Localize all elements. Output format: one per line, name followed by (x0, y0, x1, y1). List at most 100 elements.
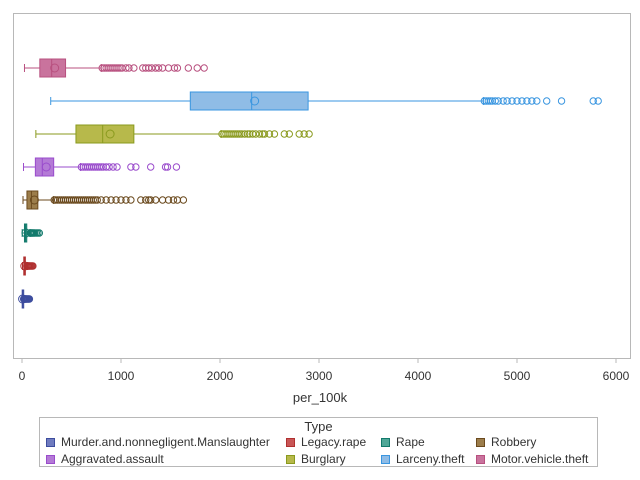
legend-label: Larceny.theft (396, 452, 465, 466)
legend-swatch (46, 437, 55, 447)
outlier-point (594, 97, 602, 105)
legend-label: Rape (396, 435, 425, 449)
outlier-point (35, 229, 44, 237)
outlier-point (109, 163, 117, 171)
legend-swatch (286, 437, 295, 447)
iqr-box (26, 190, 39, 210)
box-larceny-theft (50, 91, 602, 111)
legend-item-aggravated-assault: Aggravated.assault (46, 452, 164, 466)
outlier-point (161, 163, 170, 171)
outlier-point (97, 196, 105, 204)
outlier-point (107, 196, 115, 204)
iqr-box (39, 58, 67, 78)
legend-label: Motor.vehicle.theft (491, 452, 589, 466)
outlier-point (25, 295, 34, 303)
legend-swatch (381, 454, 390, 464)
outlier-point (147, 64, 156, 72)
x-tick-label: 5000 (504, 369, 531, 383)
outlier-point (172, 163, 181, 171)
outlier-point (236, 130, 244, 138)
outlier-point (265, 130, 274, 138)
box-burglary (35, 124, 313, 144)
outlier-point (513, 97, 521, 105)
outlier-point (102, 163, 110, 171)
outlier-point (142, 196, 150, 204)
x-axis-title: per_100k (293, 390, 348, 405)
outlier-point (255, 130, 264, 138)
legend-label: Burglary (301, 452, 346, 466)
legend-label: Legacy.rape (301, 435, 367, 449)
outlier-point (295, 130, 303, 138)
legend-item-motor-vehicle-theft: Motor.vehicle.theft (476, 452, 588, 466)
outlier-point (151, 196, 160, 204)
outlier-point (557, 97, 566, 105)
outlier-point (305, 130, 313, 138)
outlier-point (118, 64, 126, 72)
legend-item-rape: Rape (381, 435, 425, 449)
outlier-point (533, 97, 541, 105)
legend-swatch (381, 437, 390, 447)
legend-title: Type (304, 419, 333, 434)
box-robbery (22, 190, 188, 210)
outlier-point (543, 97, 551, 105)
mean-marker (105, 129, 115, 139)
outlier-point (169, 196, 178, 204)
outlier-point (234, 130, 242, 138)
outlier-point (270, 130, 279, 138)
outlier-point (200, 64, 208, 72)
outlier-point (260, 130, 269, 138)
legend-item-murder-and-nonnegligent-manslaughter: Murder.and.nonnegligent.Manslaughter (46, 435, 270, 449)
box-legacy-rape (20, 256, 37, 276)
outlier-point (300, 130, 308, 138)
outlier-point (241, 130, 249, 138)
outlier-point (164, 196, 173, 204)
box-murder-and-nonnegligent-manslaughter (18, 289, 34, 309)
x-tick-label: 3000 (306, 369, 333, 383)
outlier-point (184, 64, 193, 72)
legend-item-larceny-theft: Larceny.theft (381, 452, 464, 466)
box-aggravated-assault (22, 157, 181, 177)
mean-marker (50, 63, 60, 73)
outlier-point (280, 130, 289, 138)
boxes-layer (18, 58, 602, 309)
x-tick-label: 0 (19, 369, 26, 383)
outlier-point (145, 64, 153, 72)
legend-swatch (286, 454, 295, 464)
x-tick-label: 6000 (603, 369, 630, 383)
outlier-point (114, 64, 122, 72)
outlier-point (151, 64, 160, 72)
outlier-point (132, 163, 140, 171)
outlier-point (173, 196, 182, 204)
legend: Type Murder.and.nonnegligent.Manslaughte… (39, 417, 598, 467)
outlier-point (193, 64, 201, 72)
outlier-point (147, 163, 155, 171)
outlier-point (95, 163, 103, 171)
outlier-point (486, 97, 494, 105)
outlier-point (589, 97, 597, 105)
outlier-point (122, 196, 130, 204)
outlier-point (89, 196, 97, 204)
legend-swatch (476, 454, 485, 464)
outlier-point (503, 97, 511, 105)
outlier-point (491, 97, 499, 105)
legend-item-robbery: Robbery (476, 435, 536, 449)
legend-label: Murder.and.nonnegligent.Manslaughter (61, 435, 270, 449)
outlier-point (137, 196, 145, 204)
outlier-point (163, 163, 172, 171)
box-motor-vehicle-theft (23, 58, 208, 78)
mean-marker (41, 162, 51, 172)
x-tick-label: 2000 (207, 369, 234, 383)
outlier-point (248, 130, 257, 138)
outlier-point (127, 196, 135, 204)
outlier-point (499, 97, 507, 105)
outlier-point (122, 64, 130, 72)
iqr-box (75, 124, 135, 144)
outlier-point (518, 97, 526, 105)
x-tick-label: 4000 (405, 369, 432, 383)
outlier-point (130, 64, 138, 72)
outlier-point (508, 97, 516, 105)
legend-swatch (46, 454, 55, 464)
legend-item-legacy-rape: Legacy.rape (286, 435, 366, 449)
iqr-box (189, 91, 309, 111)
